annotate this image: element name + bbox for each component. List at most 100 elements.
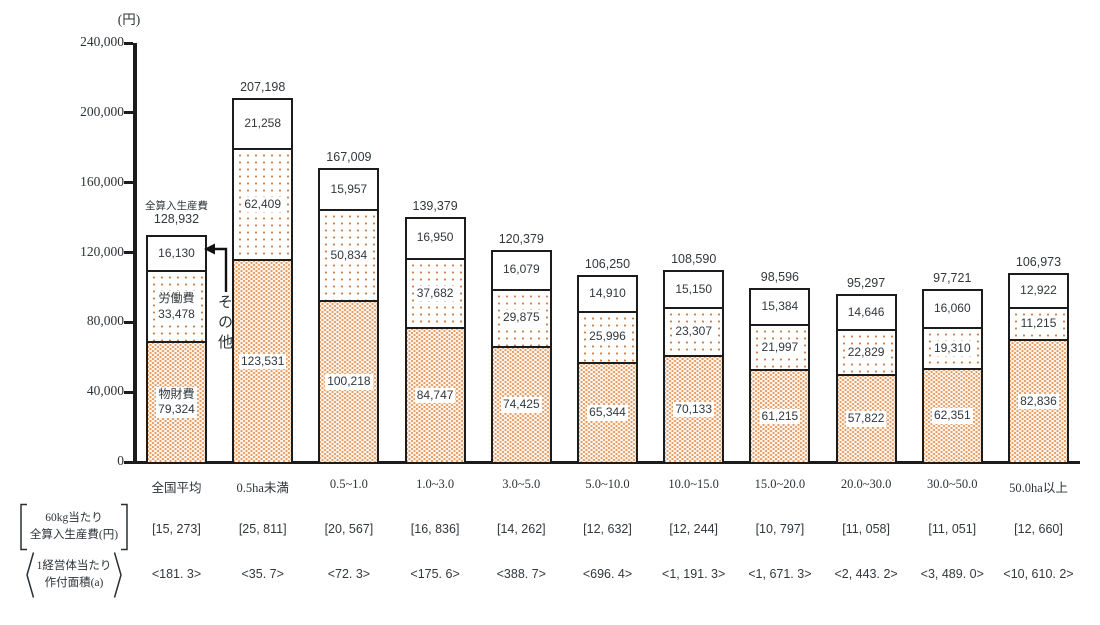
stacked-bar: 14,646 22,829 57,822 <box>835 293 897 464</box>
segment-value-label: 16,950 <box>414 230 456 246</box>
cost-per-60kg-value: [14, 262] <box>496 522 546 536</box>
planted-area-value: <181. 3> <box>151 567 202 581</box>
category-label: 0.5~1.0 <box>329 477 368 491</box>
planted-area-value: <388. 7> <box>496 567 546 581</box>
row-header-line: 全算入生産費(円) <box>29 529 119 541</box>
bar-segment-labor: 11,215 <box>1010 309 1067 342</box>
y-axis-tick <box>124 251 133 254</box>
bar-total-label: 120,379 <box>498 231 544 246</box>
y-axis-tick-label: 200,000 <box>80 103 124 119</box>
y-axis-tick-label: 80,000 <box>86 313 124 329</box>
bar-segment-other: 15,384 <box>751 289 809 327</box>
category-label: 3.0~5.0 <box>502 477 541 491</box>
cost-per-60kg-value: [11, 058] <box>842 522 890 536</box>
bar-segment-other: 14,646 <box>837 295 895 331</box>
bar-segment-labor: 50,834 <box>320 211 378 302</box>
segment-value-label: 84,747 <box>414 387 456 404</box>
segment-value-label: 労働費 33,478 <box>156 290 197 323</box>
bar-total-label: 207,198 <box>240 80 286 95</box>
segment-value-label: 16,060 <box>931 301 973 317</box>
bar-segment-material: 61,215 <box>751 371 809 462</box>
segment-value-label: 25,996 <box>587 329 628 346</box>
planted-area-value: <1, 671. 3> <box>748 567 812 581</box>
y-axis-tick <box>124 460 133 464</box>
segment-value-label: 15,957 <box>328 181 370 198</box>
stacked-bar: 21,258 62,409 123,531 <box>232 98 294 464</box>
y-axis-tick <box>124 111 133 115</box>
bar-total-label: 108,590 <box>671 252 717 267</box>
row-header-planted-area: 1経営体当たり 作付面積(a) <box>2 550 146 600</box>
open-square-bracket-icon <box>20 503 27 551</box>
cost-per-60kg-value: [16, 836] <box>410 522 460 536</box>
planted-area-value: <1, 191. 3> <box>662 567 726 581</box>
segment-value-label: 37,682 <box>414 285 456 302</box>
row-header-cost-per-60kg: 60kg当たり 全算入生産費(円) <box>2 502 146 552</box>
bar-segment-other: 15,150 <box>665 272 723 310</box>
planted-area-value: <696. 4> <box>582 567 633 581</box>
category-label: 0.5ha未満 <box>236 481 289 495</box>
planted-area-value: <35. 7> <box>241 567 284 581</box>
other-series-annotation: その他 <box>216 294 232 354</box>
segment-value-label: 21,997 <box>759 339 801 356</box>
row-header-line: 1経営体当たり <box>36 559 112 572</box>
bar-segment-other: 15,957 <box>320 170 378 212</box>
segment-value-label: 15,150 <box>673 282 715 298</box>
bar-total-label: 106,250 <box>584 256 631 271</box>
open-angle-bracket-icon <box>25 552 34 598</box>
cost-per-60kg-value: [11, 051] <box>928 522 977 536</box>
segment-value-label: 11,215 <box>1018 316 1059 332</box>
segment-value-label: 16,079 <box>500 262 542 279</box>
planted-area-value: <3, 489. 0> <box>920 567 984 581</box>
stacked-bar: 16,130 労働費 33,478 物財費 79,324 <box>146 234 207 464</box>
bar-total-label: 167,009 <box>326 150 372 165</box>
segment-value-label: 100,218 <box>325 374 373 390</box>
category-label: 30.0~50.0 <box>927 477 978 491</box>
bar-segment-labor: 23,307 <box>665 309 723 357</box>
cost-per-60kg-value: [12, 660] <box>1014 522 1063 536</box>
stacked-bar: 16,060 19,310 62,351 <box>921 289 983 464</box>
category-label: 50.0ha以上 <box>1009 481 1068 495</box>
bar-segment-labor: 21,997 <box>751 326 809 372</box>
category-label: 1.0~3.0 <box>416 477 455 491</box>
segment-value-label: 65,344 <box>587 404 628 421</box>
stacked-bar: 16,079 29,875 74,425 <box>490 249 552 464</box>
bar-segment-labor: 29,875 <box>492 290 550 348</box>
other-annotation-arrow-icon <box>204 243 228 292</box>
segment-value-label: 29,875 <box>500 310 542 327</box>
segment-value-label: 15,384 <box>759 299 801 315</box>
segment-value-label: 123,531 <box>238 353 287 370</box>
y-axis-tick <box>124 41 133 45</box>
segment-value-label: 70,133 <box>673 401 715 418</box>
bar-segment-labor: 37,682 <box>406 259 464 330</box>
stacked-bar: 15,150 23,307 70,133 <box>663 270 725 464</box>
bar-segment-other: 16,060 <box>923 291 981 329</box>
close-square-bracket-icon <box>121 503 128 551</box>
bar-total-label: 139,379 <box>412 198 458 213</box>
cost-per-60kg-value: [10, 797] <box>755 522 805 536</box>
bar-total-label: 106,973 <box>1015 255 1062 270</box>
cost-per-60kg-value: [12, 632] <box>583 522 632 536</box>
category-label: 20.0~30.0 <box>840 477 892 491</box>
bar-total-label: 98,596 <box>760 269 799 284</box>
planted-area-value: <72. 3> <box>327 567 371 581</box>
stacked-bar: 16,950 37,682 84,747 <box>404 216 466 464</box>
bar-segment-other: 14,910 <box>579 276 636 313</box>
segment-value-label: 74,425 <box>500 397 542 413</box>
segment-value-label: 16,130 <box>156 245 197 262</box>
bar-segment-material: 100,218 <box>320 301 378 462</box>
bar-segment-material: 70,133 <box>665 356 723 462</box>
stacked-bar: 12,922 11,215 82,836 <box>1008 273 1069 464</box>
segment-value-label: 14,910 <box>587 285 628 302</box>
planted-area-value: <2, 443. 2> <box>834 567 898 581</box>
y-axis-tick-label: 160,000 <box>80 173 124 189</box>
bar-total-label: 95,297 <box>846 275 886 290</box>
row-header-line: 作付面積(a) <box>44 577 104 589</box>
bar-segment-material: 65,344 <box>579 363 636 462</box>
bar-segment-other: 12,922 <box>1010 275 1067 310</box>
bar-segment-material: 物財費 79,324 <box>148 342 205 462</box>
segment-value-label: 14,646 <box>845 304 887 321</box>
planted-area-value: <175. 6> <box>410 567 460 581</box>
segment-value-label: 12,922 <box>1018 283 1059 300</box>
cost-per-60kg-value: [12, 244] <box>669 522 719 536</box>
